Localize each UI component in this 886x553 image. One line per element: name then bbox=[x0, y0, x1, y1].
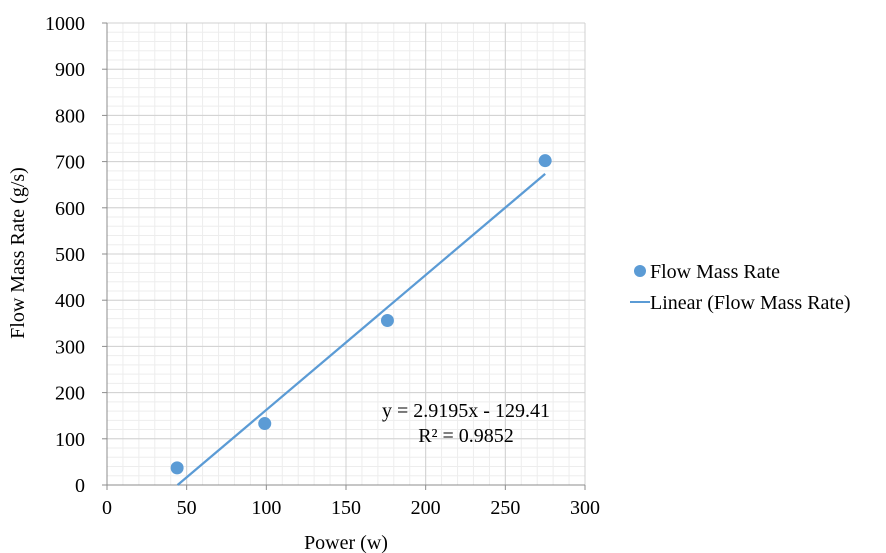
data-point bbox=[538, 154, 552, 168]
y-axis-label: Flow Mass Rate (g/s) bbox=[7, 167, 29, 339]
y-tick-label: 200 bbox=[55, 383, 85, 405]
trendline bbox=[176, 173, 546, 486]
y-tick-label: 400 bbox=[55, 290, 85, 312]
x-tick-labels: 0 50 100 150 200 250 300 bbox=[102, 497, 600, 519]
legend: Flow Mass Rate Linear (Flow Mass Rate) bbox=[630, 261, 851, 314]
x-tick-label: 50 bbox=[177, 497, 197, 519]
y-tick-label: 100 bbox=[55, 429, 85, 451]
legend-label-trendline: Linear (Flow Mass Rate) bbox=[650, 292, 851, 314]
x-tick-label: 0 bbox=[102, 497, 112, 519]
y-tick-label: 600 bbox=[55, 198, 85, 220]
y-tick-label: 700 bbox=[55, 152, 85, 174]
legend-item-trendline: Linear (Flow Mass Rate) bbox=[630, 292, 851, 314]
x-tick-label: 150 bbox=[331, 497, 361, 519]
trendline-equation: y = 2.9195x - 129.41 bbox=[382, 400, 550, 422]
data-point bbox=[170, 461, 184, 475]
x-tick-label: 300 bbox=[570, 497, 600, 519]
legend-marker-point bbox=[634, 265, 646, 277]
legend-item-points: Flow Mass Rate bbox=[634, 261, 780, 283]
y-tick-label: 800 bbox=[55, 105, 85, 127]
y-tick-label: 300 bbox=[55, 336, 85, 358]
x-axis-label: Power (w) bbox=[304, 532, 388, 553]
axes bbox=[102, 22, 586, 490]
y-tick-label: 500 bbox=[55, 244, 85, 266]
major-grid bbox=[106, 22, 586, 486]
r-squared-label: R² = 0.9852 bbox=[418, 425, 514, 447]
y-tick-label: 1000 bbox=[45, 13, 85, 35]
trendline-layer bbox=[176, 173, 546, 486]
y-tick-labels: 0 100 200 300 400 500 600 700 800 900 1000 bbox=[45, 13, 85, 497]
y-tick-label: 0 bbox=[75, 475, 85, 497]
x-tick-label: 250 bbox=[490, 497, 520, 519]
legend-label-points: Flow Mass Rate bbox=[650, 261, 780, 283]
points-layer bbox=[170, 154, 552, 475]
data-point bbox=[258, 417, 272, 431]
y-tick-label: 900 bbox=[55, 59, 85, 81]
data-point bbox=[380, 314, 394, 328]
x-tick-label: 100 bbox=[251, 497, 281, 519]
x-tick-label: 200 bbox=[411, 497, 441, 519]
